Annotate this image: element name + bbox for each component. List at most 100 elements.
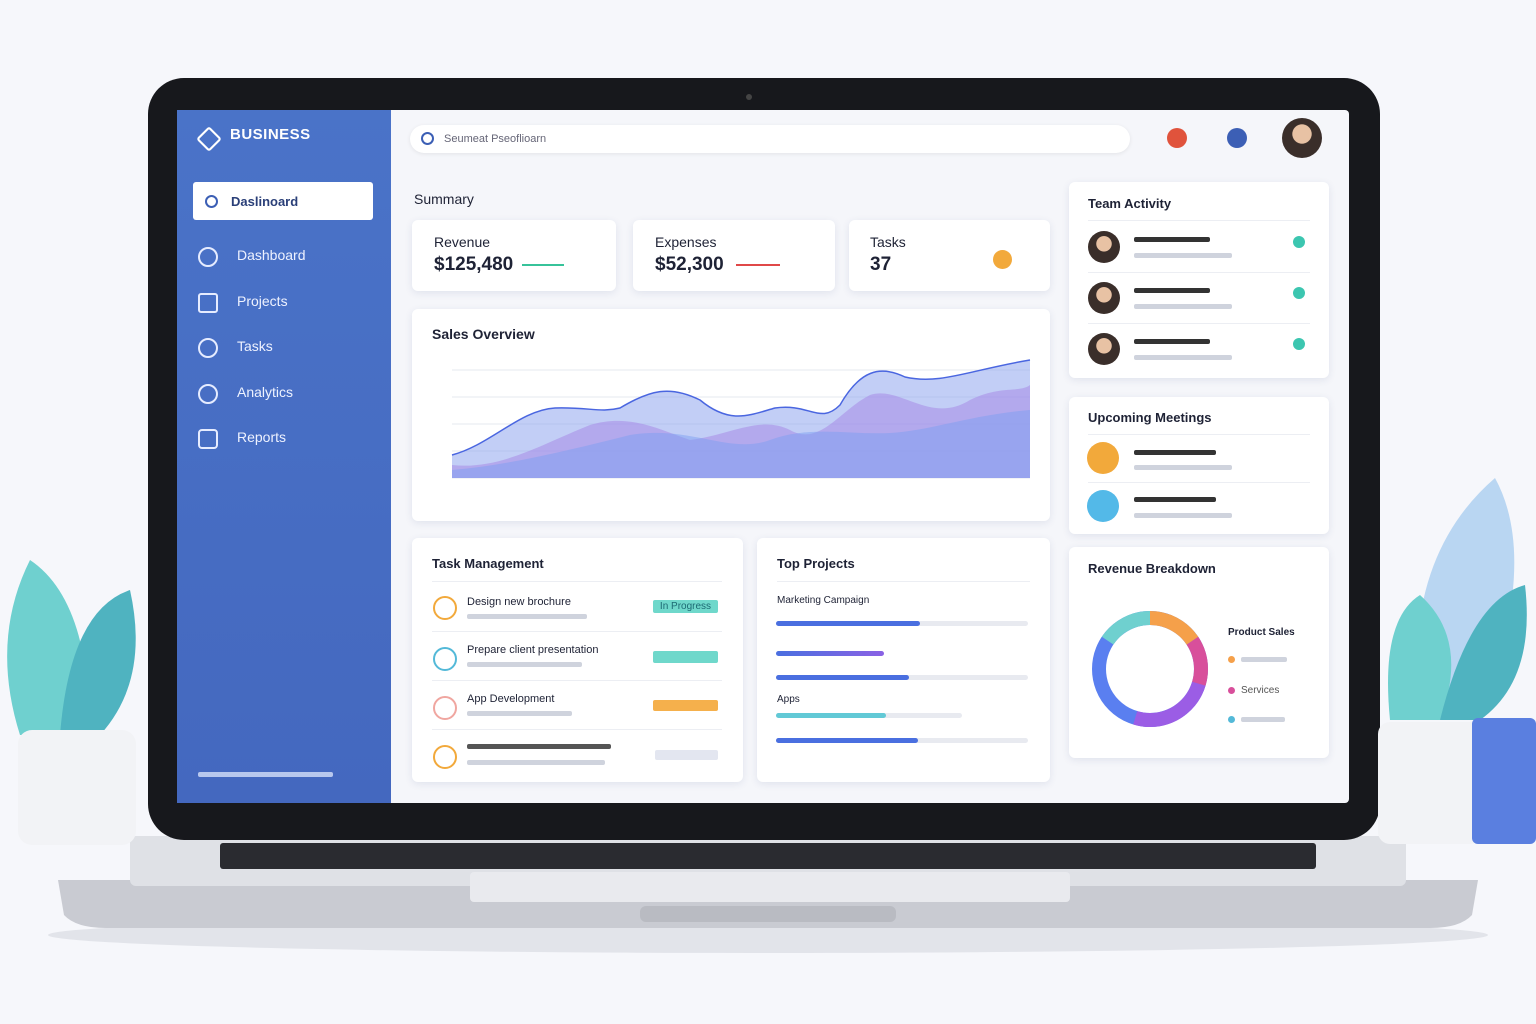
sales-area-chart	[451, 359, 1031, 479]
member-avatar	[1088, 282, 1120, 314]
member-name	[1134, 288, 1210, 293]
nav-item[interactable]: Analytics	[237, 384, 294, 400]
task-sub	[467, 662, 582, 667]
card-title: Team Activity	[1088, 196, 1172, 211]
stat-value: $125,480	[434, 254, 514, 275]
status-badge	[655, 750, 718, 760]
divider	[432, 680, 722, 681]
legend-dot	[1228, 656, 1235, 663]
task-icon	[433, 647, 457, 671]
stat-value: 37	[870, 254, 892, 275]
status-badge	[653, 651, 718, 663]
progress-bar	[776, 713, 886, 718]
meeting-avatar	[1087, 442, 1119, 474]
task-icon	[433, 596, 457, 620]
meeting-detail	[1134, 513, 1232, 518]
search-icon	[421, 132, 434, 145]
nav-item[interactable]: Dashboard	[237, 247, 306, 263]
legend-item	[1241, 657, 1287, 662]
progress-bar	[776, 738, 918, 743]
legend-item: Services	[1241, 685, 1280, 696]
project-name: Marketing Campaign	[777, 595, 870, 606]
search-icon	[205, 195, 218, 208]
legend-item: Product Sales	[1228, 627, 1295, 638]
member-name	[1134, 339, 1210, 344]
status-badge: In Progress	[653, 600, 718, 613]
stat-card	[412, 220, 616, 291]
progress-bar	[776, 621, 920, 626]
sidebar	[177, 110, 391, 803]
message-icon[interactable]	[1227, 128, 1247, 148]
progress-bar	[776, 651, 884, 656]
card-title: Task Management	[432, 556, 544, 571]
projects-card	[757, 538, 1050, 782]
status-badge	[653, 700, 718, 711]
member-activity	[1134, 355, 1232, 360]
divider	[1088, 272, 1310, 273]
task-sub	[467, 614, 587, 619]
meeting-name	[1134, 450, 1216, 455]
legend-item	[1241, 717, 1285, 722]
sidebar-footer	[198, 772, 333, 777]
stat-label: Expenses	[655, 234, 717, 250]
notification-icon[interactable]	[1167, 128, 1187, 148]
meeting-detail	[1134, 465, 1232, 470]
user-avatar[interactable]	[1282, 118, 1322, 158]
card-title: Revenue Breakdown	[1088, 561, 1216, 576]
nav-icon	[198, 293, 218, 313]
nav-icon	[198, 429, 218, 449]
divider	[1088, 323, 1310, 324]
progress-bar	[776, 675, 909, 680]
search-placeholder: Seumeat Pseoflioarn	[444, 133, 547, 145]
nav-item[interactable]: Tasks	[237, 338, 273, 354]
divider	[1088, 220, 1310, 221]
project-name: Apps	[777, 694, 800, 705]
divider	[432, 631, 722, 632]
task-icon	[433, 745, 457, 769]
status-icon	[1293, 236, 1305, 248]
brand: BUSINESS	[230, 126, 311, 143]
trend-line	[736, 264, 780, 266]
member-name	[1134, 237, 1210, 242]
member-avatar	[1088, 231, 1120, 263]
stat-label: Tasks	[870, 234, 906, 250]
divider	[1088, 482, 1310, 483]
divider	[777, 581, 1030, 582]
legend-dot	[1228, 716, 1235, 723]
nav-icon	[198, 384, 218, 404]
section-title: Summary	[414, 191, 474, 207]
nav-item[interactable]: Reports	[237, 429, 287, 445]
donut-chart	[1092, 611, 1208, 727]
card-title: Sales Overview	[432, 326, 535, 342]
search-bar[interactable]	[410, 125, 1130, 153]
nav-icon	[198, 247, 218, 267]
sidebar-search[interactable]	[193, 182, 373, 220]
member-activity	[1134, 253, 1232, 258]
divider	[1088, 434, 1310, 435]
status-icon	[1293, 287, 1305, 299]
task-name: Prepare client presentation	[467, 644, 599, 656]
divider	[432, 729, 722, 730]
divider	[432, 581, 722, 582]
task-name: Design new brochure	[467, 596, 571, 608]
meeting-name	[1134, 497, 1216, 502]
stat-value: $52,300	[655, 254, 724, 275]
stat-label: Revenue	[434, 234, 491, 250]
task-name	[467, 744, 611, 749]
status-icon	[1293, 338, 1305, 350]
task-icon	[433, 696, 457, 720]
meeting-avatar	[1087, 490, 1119, 522]
member-avatar	[1088, 333, 1120, 365]
stat-card	[633, 220, 835, 291]
trend-line	[522, 264, 564, 266]
card-title: Upcoming Meetings	[1088, 410, 1212, 425]
member-activity	[1134, 304, 1232, 309]
nav-item[interactable]: Projects	[237, 293, 288, 309]
task-sub	[467, 760, 605, 765]
task-name: App Development	[467, 693, 555, 705]
sidebar-search-text: Daslinoard	[231, 194, 299, 209]
stat-card	[849, 220, 1050, 291]
legend-dot	[1228, 687, 1235, 694]
card-title: Top Projects	[777, 556, 855, 571]
